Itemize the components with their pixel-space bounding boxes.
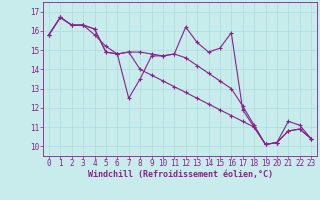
X-axis label: Windchill (Refroidissement éolien,°C): Windchill (Refroidissement éolien,°C)	[87, 170, 273, 179]
